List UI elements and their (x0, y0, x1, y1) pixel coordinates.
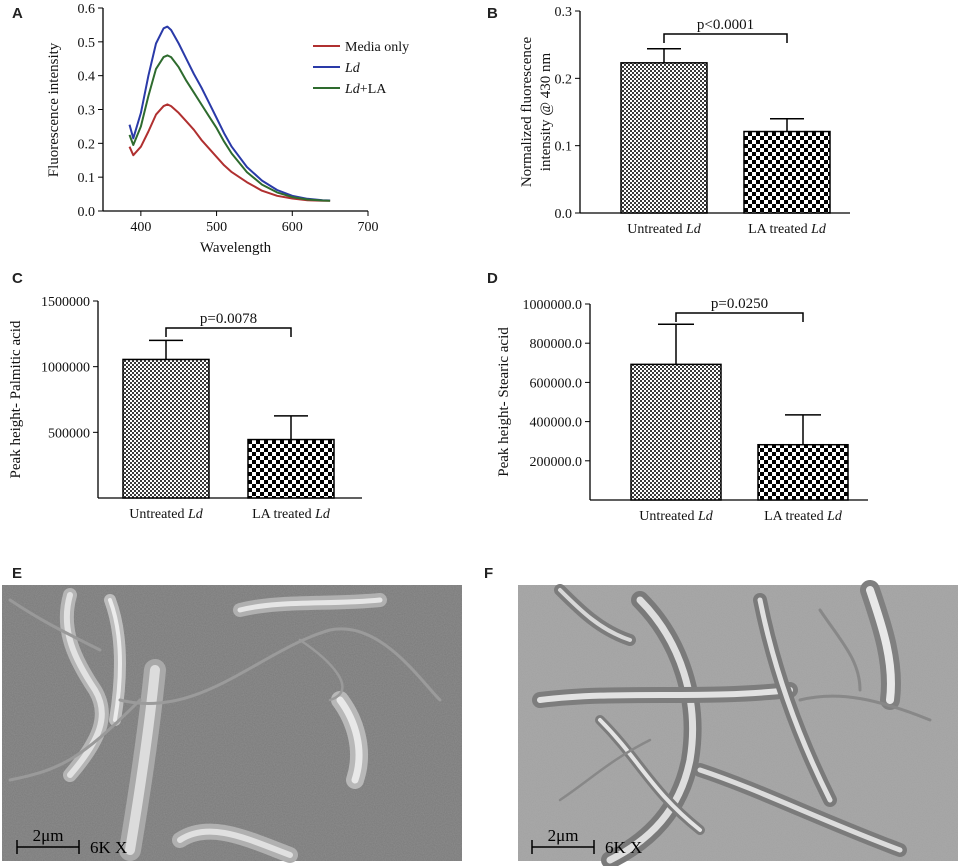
micrograph-texture (2, 585, 462, 861)
y-tick-label: 400000.0 (530, 416, 583, 431)
legend-label: Media only (345, 40, 409, 55)
y-tick-label: 800000.0 (530, 337, 583, 352)
panel-label-b: B (487, 5, 498, 22)
parasite-cells (532, 580, 932, 866)
panel-label-c: C (12, 270, 23, 287)
y-axis-title: Normalized fluorescence intensity @ 430 n… (519, 36, 554, 187)
bar-chart-stearic-acid: 200000.0 400000.0 600000.0 800000.0 1000000.… (496, 296, 868, 524)
scale-bar-f: 2μm 6K X (531, 826, 642, 857)
x-category-label: LA treated Ld (764, 509, 843, 524)
significance-bracket (663, 33, 788, 43)
y-tick-label: 0.2 (555, 72, 573, 87)
magnification-label: 6K X (90, 838, 127, 857)
x-tick-label: 700 (358, 220, 379, 235)
parasite-cells (8, 588, 442, 863)
series-line-0 (128, 103, 331, 202)
y-tick-label: 0.0 (555, 207, 573, 222)
magnification-label: 6K X (605, 838, 642, 857)
line-chart-fluorescence-spectrum: 0.0 0.1 0.2 0.3 0.4 0.5 0.6 400 500 600 700 Wavelen… (46, 2, 409, 256)
series-line-1 (128, 25, 331, 202)
y-tick-label: 1000000.0 (523, 298, 583, 313)
bar-0 (620, 62, 708, 214)
sem-micrograph-untreated: 2μm 6K X (2, 585, 462, 863)
x-tick-label: 600 (282, 220, 303, 235)
legend-label: Ld (344, 61, 361, 76)
bar-chart-palmitic-acid: 500000 1000000 1500000 Untreated Ld LA treat… (8, 295, 362, 522)
x-category-label: LA treated Ld (252, 507, 331, 522)
p-value-label: p=0.0250 (711, 296, 768, 312)
bar-1 (247, 438, 335, 499)
y-axis-title: Fluorescence intensity (46, 42, 62, 177)
sem-micrograph-la-treated: 2μm 6K X (518, 580, 958, 866)
y-axis-title: Peak height- Palmitic acid (8, 320, 24, 478)
bar-1 (757, 443, 849, 501)
x-category-label: Untreated Ld (627, 222, 701, 237)
y-tick-label: 0.1 (555, 140, 573, 155)
significance-bracket (675, 312, 804, 322)
y-tick-label: 0.6 (78, 2, 96, 17)
panel-label-f: F (484, 565, 493, 582)
y-tick-label: 0.5 (78, 36, 96, 51)
p-value-label: p=0.0078 (200, 311, 257, 327)
p-value-label: p<0.0001 (697, 17, 754, 33)
y-tick-label: 0.2 (78, 137, 96, 152)
y-tick-label: 500000 (48, 426, 90, 441)
x-category-label: LA treated Ld (748, 222, 827, 237)
x-tick-label: 500 (206, 220, 227, 235)
y-tick-label: 600000.0 (530, 376, 583, 391)
y-tick-label: 0.1 (78, 171, 96, 186)
y-tick-label: 200000.0 (530, 455, 583, 470)
bar-1 (743, 130, 831, 214)
x-axis-title: Wavelength (200, 240, 272, 256)
series-line-2 (128, 54, 331, 202)
scale-bar-label: 2μm (548, 826, 579, 845)
legend-label: Ld+LA (344, 82, 387, 97)
panel-label-e: E (12, 565, 22, 582)
significance-bracket (165, 327, 292, 337)
y-axis-title: Peak height- Stearic acid (496, 327, 512, 477)
y-tick-label: 1000000 (41, 361, 90, 376)
scale-bar-e: 2μm 6K X (16, 826, 127, 857)
panel-label-d: D (487, 270, 498, 287)
bar-0 (122, 358, 210, 499)
y-tick-label: 0.0 (78, 205, 96, 220)
bar-chart-normalized-fluorescence: 0.0 0.1 0.2 0.3 Untreated Ld LA treated Ld p<0… (519, 5, 850, 237)
x-category-label: Untreated Ld (129, 507, 203, 522)
panel-label-a: A (12, 5, 23, 22)
y-tick-label: 1500000 (41, 295, 90, 310)
scale-bar-label: 2μm (33, 826, 64, 845)
y-tick-label: 0.4 (78, 70, 96, 85)
bar-0 (630, 363, 722, 501)
y-tick-label: 0.3 (78, 104, 96, 119)
y-tick-label: 0.3 (555, 5, 573, 20)
x-tick-label: 400 (130, 220, 151, 235)
x-category-label: Untreated Ld (639, 509, 713, 524)
